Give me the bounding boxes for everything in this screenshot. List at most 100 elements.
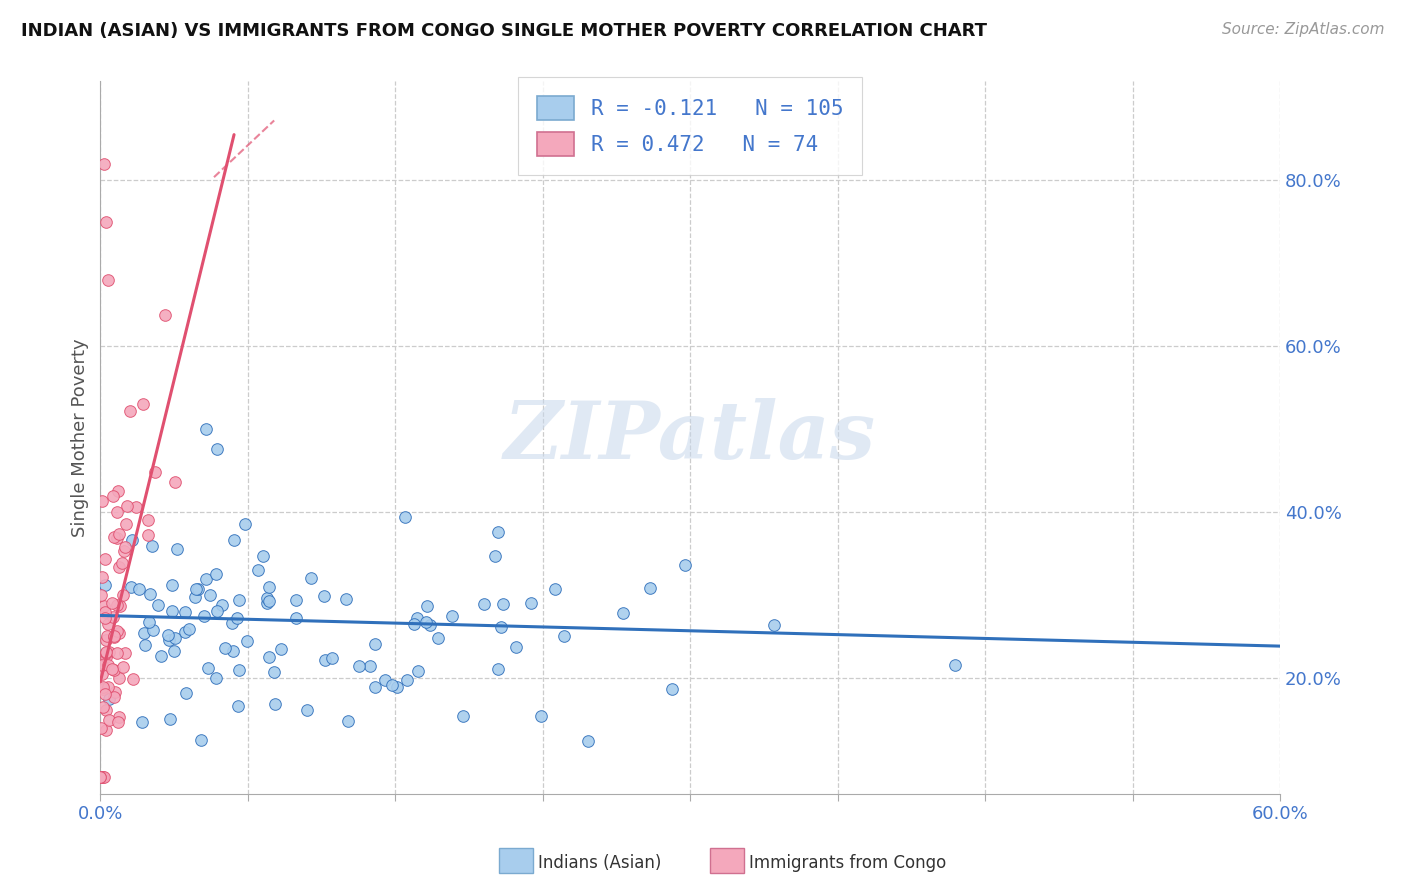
Point [205,671,228,685]
Point [157,632,180,647]
Point [96,629,118,643]
Point [257,580,280,594]
Point [235,634,257,648]
Point [195,572,218,586]
Point [105,624,128,639]
Point [190,732,212,747]
Point [263,697,285,711]
Point [103,630,125,644]
Point [661,681,683,696]
Point [138,587,160,601]
Point [374,673,396,687]
Point [415,615,437,630]
Point [505,640,527,655]
Point [128,582,150,596]
Point [295,703,318,717]
Point [197,661,219,675]
Point [233,516,256,531]
Point [314,653,336,667]
Point [228,592,250,607]
Point [396,673,419,688]
Point [120,403,142,417]
Point [214,641,236,656]
Point [111,556,134,570]
Point [544,582,567,596]
Point [146,599,169,613]
Point [226,610,249,624]
Point [103,690,125,705]
Point [162,604,184,618]
Point [763,618,786,632]
Point [153,308,176,322]
Point [359,659,381,673]
Point [90,494,112,508]
Point [472,598,495,612]
Point [90,588,112,602]
Point [246,563,269,577]
Point [349,658,371,673]
Text: Source: ZipAtlas.com: Source: ZipAtlas.com [1222,22,1385,37]
Point [165,631,187,645]
Point [163,644,186,658]
Point [91,770,114,784]
Point [520,596,543,610]
Point [612,606,634,620]
Point [394,509,416,524]
Point [419,618,441,632]
Point [131,714,153,729]
Point [486,524,509,539]
Point [157,627,180,641]
Point [299,571,322,585]
Point [312,589,335,603]
Point [205,604,228,618]
Point [385,681,408,695]
Point [162,577,184,591]
Point [224,533,246,547]
Point [530,709,553,723]
Point [110,599,132,614]
Point [142,623,165,637]
Text: ZIPatlas: ZIPatlas [505,399,876,476]
Point [486,662,509,676]
Point [364,680,387,694]
Point [108,710,131,724]
Point [381,678,404,692]
Point [96,649,118,664]
Point [441,608,464,623]
Point [114,541,136,555]
Point [222,644,245,658]
Point [115,499,138,513]
Point [174,605,197,619]
Point [138,528,160,542]
Point [94,703,117,717]
Point [257,650,280,665]
Y-axis label: Single Mother Poverty: Single Mother Poverty [72,338,89,536]
Point [193,608,215,623]
Point [451,709,474,723]
Point [484,549,506,564]
Point [94,646,117,660]
Point [284,592,307,607]
Point [101,609,124,624]
Point [94,687,117,701]
Point [96,215,118,229]
Point [256,591,278,605]
Point [101,489,124,503]
Point [263,665,285,679]
Point [93,578,115,592]
Point [111,588,134,602]
Point [166,542,188,557]
Point [270,641,292,656]
Point [416,599,439,613]
Point [221,615,243,630]
Point [103,663,125,677]
Point [179,622,201,636]
Point [406,611,429,625]
Point [97,680,120,694]
Point [553,629,575,643]
Point [105,598,128,612]
Point [107,715,129,730]
Point [285,611,308,625]
Point [105,506,128,520]
Point [91,770,114,784]
